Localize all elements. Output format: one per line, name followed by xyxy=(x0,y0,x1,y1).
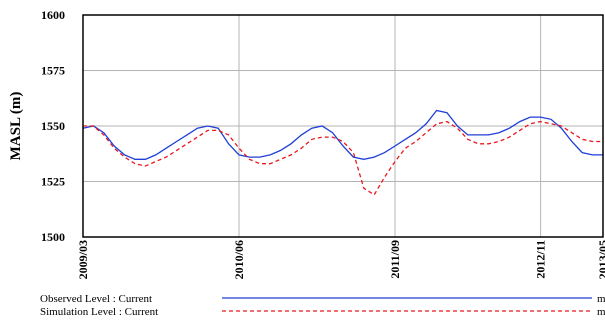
legend-unit: m xyxy=(597,293,605,305)
series-line-simulation xyxy=(83,120,603,196)
series-line-observed xyxy=(82,109,603,160)
series-lines xyxy=(82,109,603,196)
legend-unit: m xyxy=(597,306,605,318)
y-axis-label: MASL (m) xyxy=(8,92,24,161)
legend-label: Observed Level : Current xyxy=(40,293,152,305)
y-tick-label: 1550 xyxy=(41,119,65,133)
y-tick-label: 1600 xyxy=(41,8,65,22)
x-tick-label: 2009/03 xyxy=(76,240,90,279)
y-tick-label: 1500 xyxy=(41,230,65,244)
x-axis-ticks: 2009/03 2010/06 2011/09 2012/11 2013/05 xyxy=(76,240,605,279)
grid xyxy=(82,14,604,238)
x-tick-label: 2012/11 xyxy=(534,240,548,279)
legend: Observed Level : Current m Simulation Leve… xyxy=(40,293,605,318)
y-tick-label: 1575 xyxy=(41,64,65,78)
plot-area-frame xyxy=(82,14,604,238)
x-tick-label: 2013/05 xyxy=(596,240,605,279)
x-tick-label: 2011/09 xyxy=(388,240,402,279)
x-tick-label: 2010/06 xyxy=(232,240,246,279)
legend-label: Simulation Level : Current xyxy=(40,306,158,318)
y-axis-ticks: 1600 1575 1550 1525 1500 xyxy=(41,8,65,244)
y-tick-label: 1525 xyxy=(41,175,65,189)
